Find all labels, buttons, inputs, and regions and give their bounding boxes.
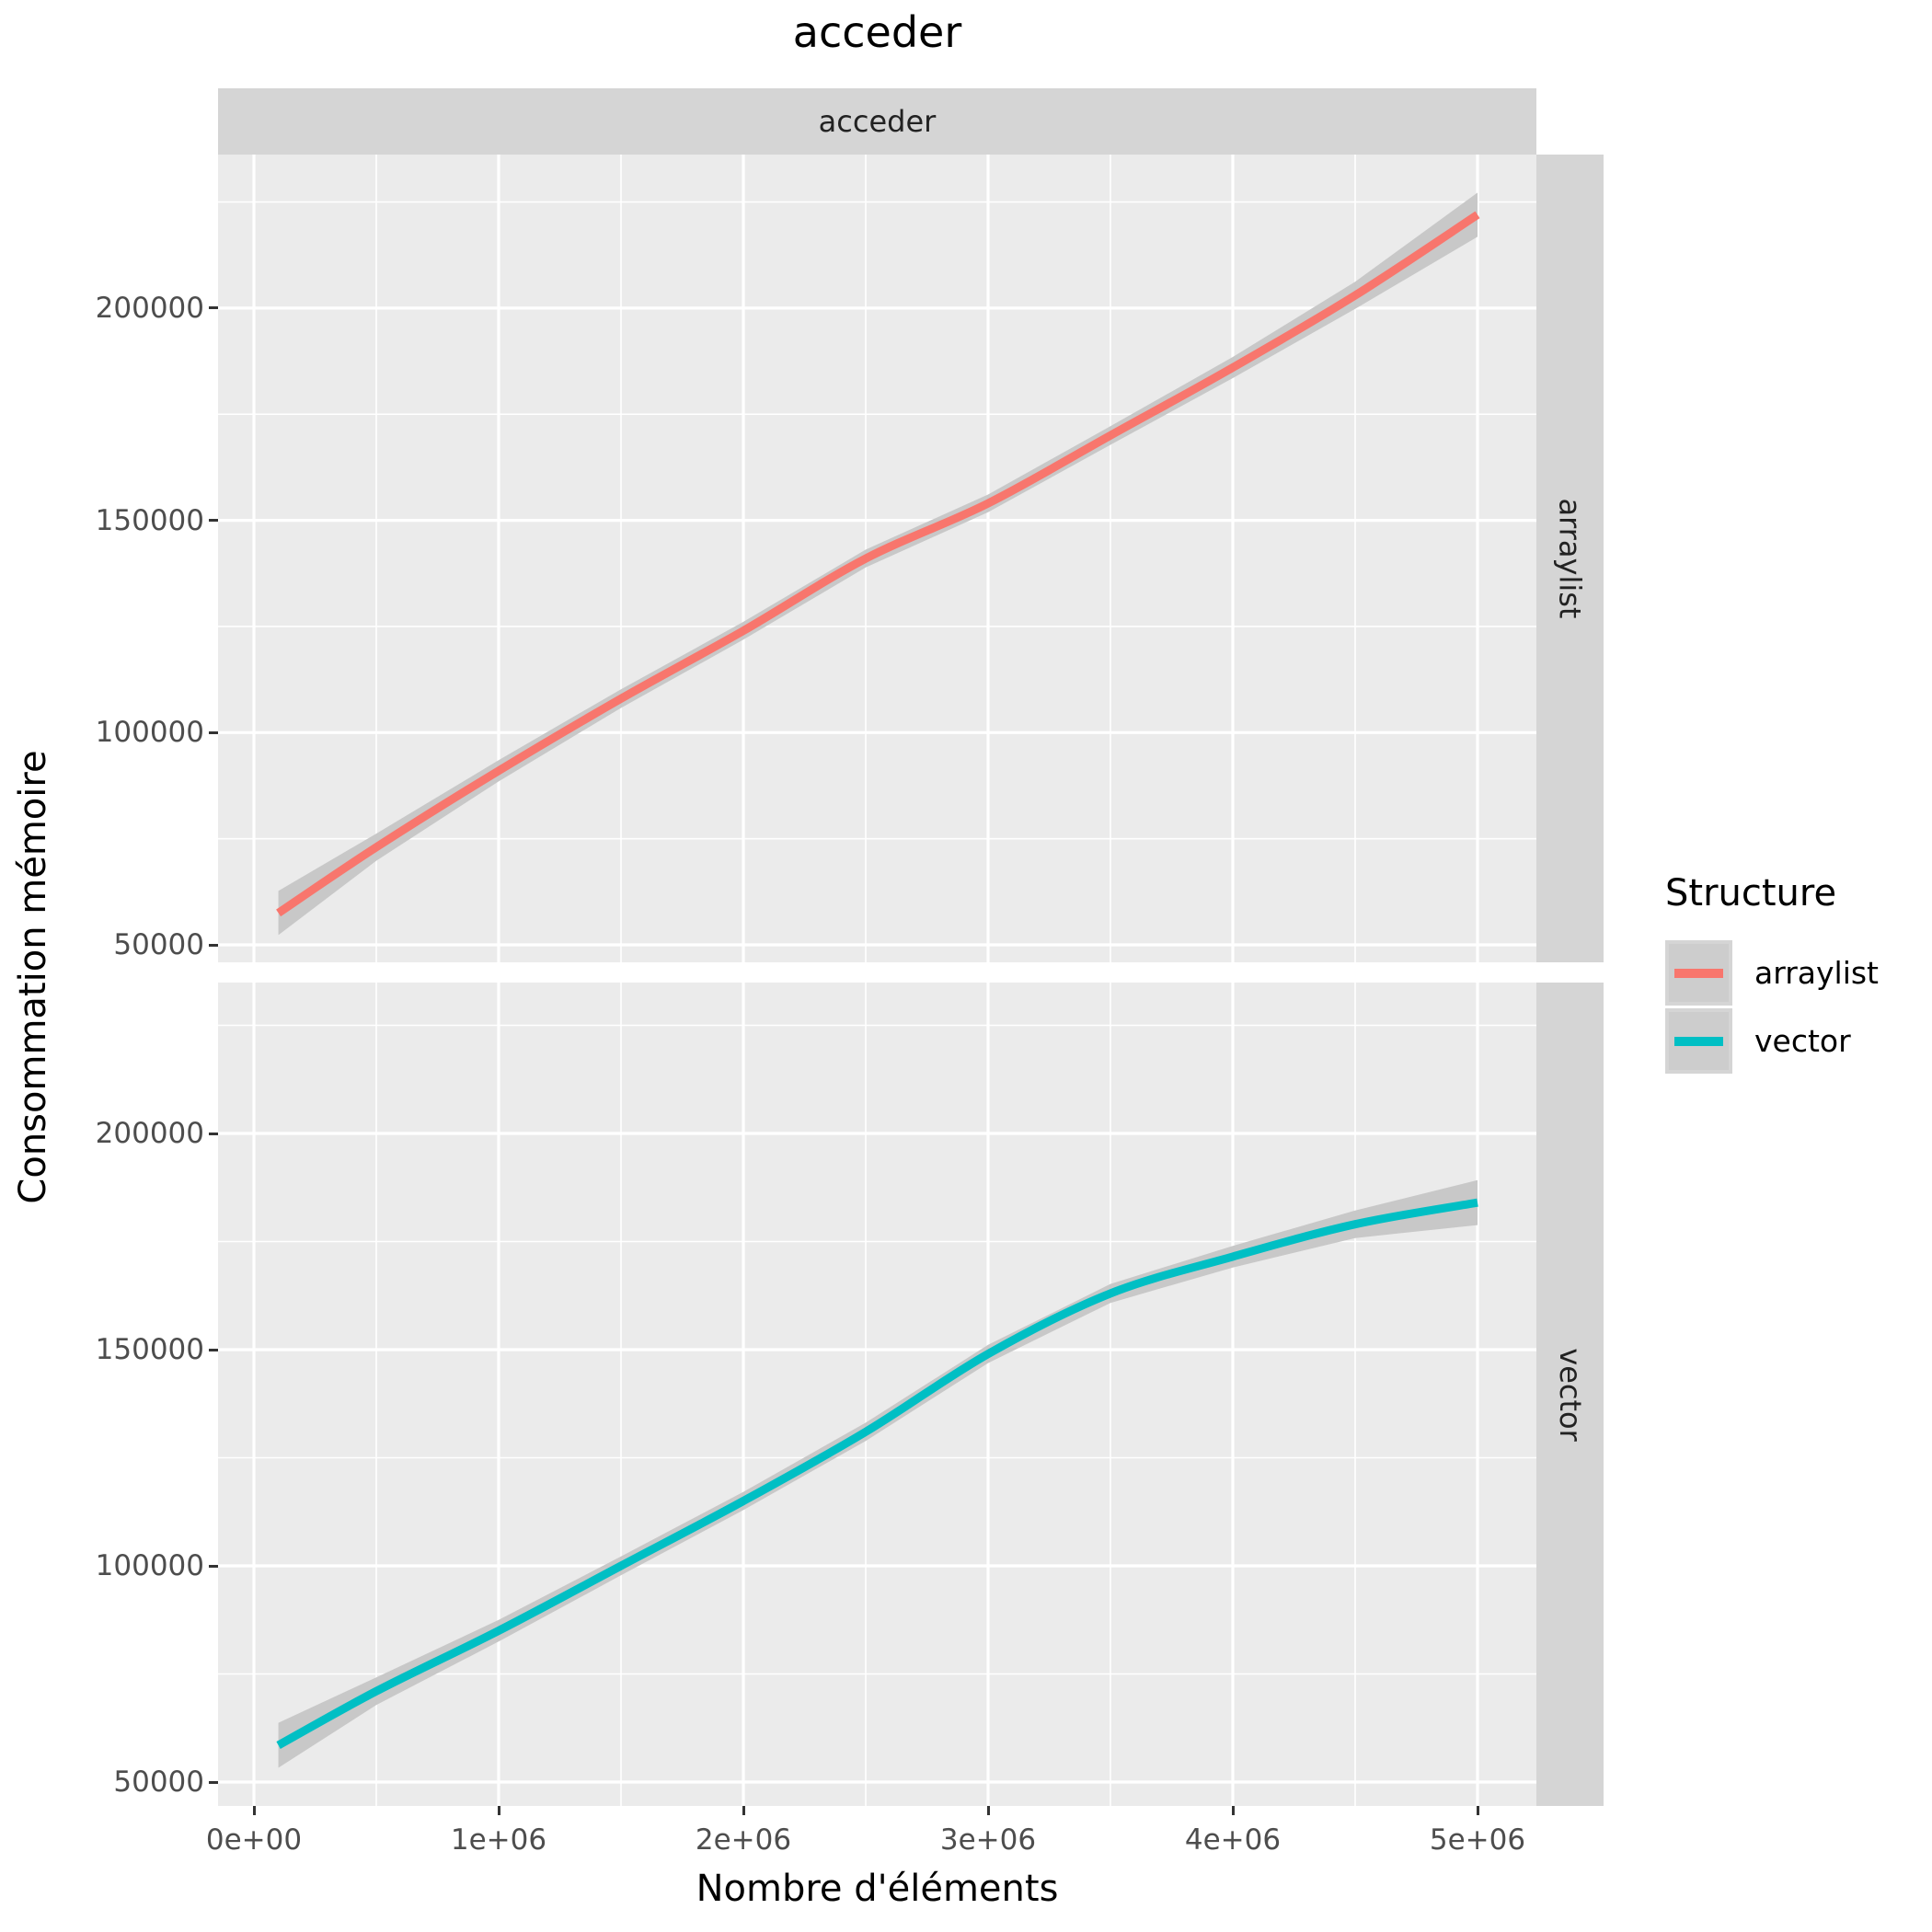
y-axis-title: Consommation mémoire bbox=[12, 750, 54, 1204]
legend: Structure arraylist vector bbox=[1665, 872, 1879, 1076]
facet-strip-arraylist: arraylist bbox=[1536, 155, 1604, 962]
legend-entry-arraylist: arraylist bbox=[1665, 940, 1879, 1006]
smooth-line-vector bbox=[276, 1198, 1478, 1749]
facet-strip-top: acceder bbox=[218, 88, 1536, 155]
x-tick-label: 4e+06 bbox=[1184, 1823, 1282, 1857]
x-tick-label: 2e+06 bbox=[695, 1823, 792, 1857]
y-tick-mark bbox=[209, 1780, 218, 1784]
y-tick-mark bbox=[209, 1132, 218, 1135]
legend-key-vector bbox=[1665, 1008, 1732, 1074]
legend-key-line-arraylist bbox=[1674, 968, 1723, 978]
facet-strip-top-label: acceder bbox=[818, 104, 937, 139]
panel-arraylist bbox=[218, 155, 1536, 962]
x-tick-mark bbox=[497, 1806, 500, 1815]
x-tick-label: 1e+06 bbox=[450, 1823, 547, 1857]
facet-strip-vector: vector bbox=[1536, 983, 1604, 1806]
x-tick-label: 5e+06 bbox=[1429, 1823, 1526, 1857]
y-tick-label: 200000 bbox=[95, 1117, 204, 1150]
y-tick-mark bbox=[209, 943, 218, 947]
y-tick-label: 100000 bbox=[95, 1549, 204, 1582]
smooth-line-arraylist bbox=[276, 211, 1480, 917]
y-tick-mark bbox=[209, 306, 218, 310]
y-tick-label: 100000 bbox=[95, 716, 204, 750]
x-tick-mark bbox=[742, 1806, 745, 1815]
y-tick-label: 150000 bbox=[95, 503, 204, 537]
x-tick-mark bbox=[1476, 1806, 1479, 1815]
legend-label-arraylist: arraylist bbox=[1754, 955, 1879, 991]
legend-entry-vector: vector bbox=[1665, 1008, 1879, 1074]
y-tick-label: 200000 bbox=[95, 291, 204, 325]
legend-key-arraylist bbox=[1665, 940, 1732, 1006]
y-tick-label: 50000 bbox=[113, 1765, 204, 1799]
legend-title: Structure bbox=[1665, 872, 1837, 914]
legend-label-vector: vector bbox=[1754, 1023, 1851, 1059]
x-axis-title: Nombre d'éléments bbox=[696, 1868, 1059, 1910]
x-tick-mark bbox=[252, 1806, 256, 1815]
x-tick-mark bbox=[1231, 1806, 1235, 1815]
x-tick-mark bbox=[986, 1806, 990, 1815]
plot-title: acceder bbox=[792, 7, 962, 57]
panel-vector bbox=[218, 983, 1536, 1806]
y-tick-label: 150000 bbox=[95, 1333, 204, 1366]
y-tick-mark bbox=[209, 1348, 218, 1351]
facet-strip-arraylist-label: arraylist bbox=[1552, 498, 1588, 619]
facet-strip-vector-label: vector bbox=[1552, 1347, 1588, 1442]
y-tick-mark bbox=[209, 1564, 218, 1568]
legend-key-line-vector bbox=[1674, 1036, 1723, 1046]
x-tick-label: 3e+06 bbox=[939, 1823, 1037, 1857]
y-tick-label: 50000 bbox=[113, 928, 204, 961]
y-tick-mark bbox=[209, 730, 218, 734]
y-tick-mark bbox=[209, 519, 218, 523]
x-tick-label: 0e+00 bbox=[205, 1823, 303, 1857]
